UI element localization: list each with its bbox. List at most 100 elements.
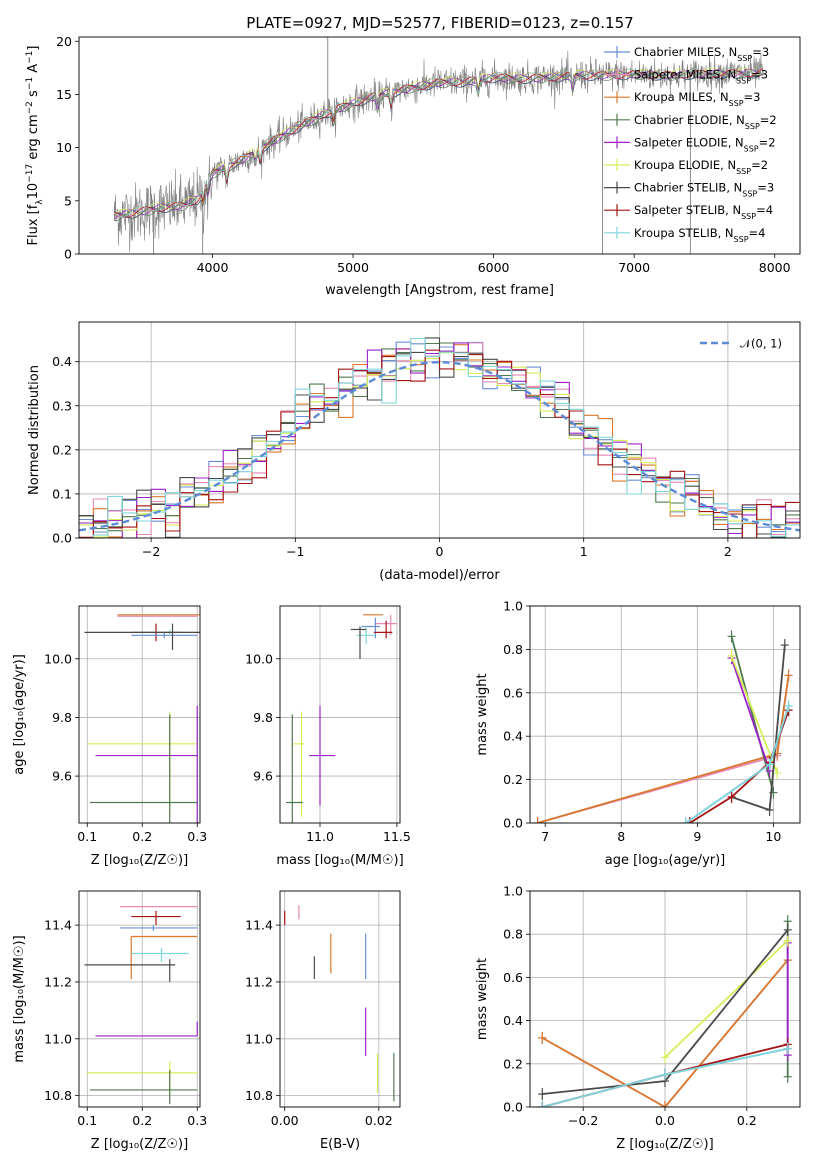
weight-line xyxy=(664,940,789,1058)
y-tick-label: 0.2 xyxy=(52,442,72,457)
legend: Chabrier MILES, NSSP=3 Salpeter MILES, NS… xyxy=(604,45,777,243)
y-axis-label: mass [log₁₀(M/M☉)] xyxy=(12,935,27,1062)
legend-entry: Salpeter MILES, NSSP=3 xyxy=(634,68,768,86)
axes-frame xyxy=(529,890,801,1108)
y-tick-label: 0.8 xyxy=(503,927,523,942)
axes-frame xyxy=(78,605,201,824)
errorbar-point xyxy=(84,959,176,982)
y-tick-label: 0.0 xyxy=(52,531,72,546)
y-tick-label: 0 xyxy=(64,247,72,262)
axes-age-vs-mass: 11.0 11.5 9.6 9.8 10.0 mass [log₁₀(M/M☉)] xyxy=(245,605,411,868)
x-tick-label: 5000 xyxy=(337,260,369,275)
errorbar-point xyxy=(309,705,336,806)
weight-line xyxy=(730,636,775,793)
x-tick-label: 0.2 xyxy=(132,829,152,844)
x-tick-label: 0.3 xyxy=(187,1113,207,1128)
legend-entry: 𝒩(0, 1) xyxy=(740,337,782,351)
errorbar-point xyxy=(131,910,181,926)
y-tick-label: 10.0 xyxy=(245,651,273,666)
normal-curve xyxy=(79,360,800,532)
errorbar-point xyxy=(373,620,393,639)
x-tick-label: 0.0 xyxy=(655,1113,675,1128)
histogram-step xyxy=(79,337,800,538)
errorbar-data xyxy=(84,906,198,1105)
y-tick-label: 1.0 xyxy=(503,884,523,899)
legend-entry: Kroupa STELIB, NSSP=4 xyxy=(634,226,765,244)
y-tick-label: 0.6 xyxy=(503,970,523,985)
model-fit-line xyxy=(113,68,764,220)
weight-line xyxy=(730,657,771,772)
y-tick-label: 9.8 xyxy=(253,710,273,725)
y-tick-label: 9.6 xyxy=(52,769,72,784)
x-tick-label: 4000 xyxy=(197,260,229,275)
y-axis-label: age [log₁₀(age/yr)] xyxy=(12,654,27,775)
x-axis-label: wavelength [Angstrom, rest frame] xyxy=(325,283,554,298)
x-tick-label: 10 xyxy=(765,829,781,844)
y-tick-label: 10.0 xyxy=(44,651,72,666)
errorbar-point xyxy=(293,711,305,818)
axes-frame xyxy=(279,890,401,1108)
x-tick-label: 2 xyxy=(724,544,732,559)
y-axis-label: mass weight xyxy=(475,673,490,755)
histogram-step xyxy=(79,352,800,538)
axes-frame xyxy=(78,321,801,539)
legend-entry: Salpeter STELIB, NSSP=4 xyxy=(634,203,773,221)
y-tick-label: 15 xyxy=(56,87,72,102)
histogram-step xyxy=(79,349,800,538)
x-tick-label: −1 xyxy=(286,544,304,559)
x-tick-label: 6000 xyxy=(478,260,510,275)
x-tick-label: 0.02 xyxy=(365,1113,393,1128)
axes-frame xyxy=(78,890,201,1108)
errorbar-data xyxy=(286,614,397,823)
y-tick-label: 0.8 xyxy=(503,642,523,657)
x-tick-label: 1 xyxy=(580,544,588,559)
y-tick-label: 10.8 xyxy=(245,1088,273,1103)
x-tick-label: 0.2 xyxy=(132,1113,152,1128)
x-tick-label: 7 xyxy=(541,829,549,844)
x-tick-label: 0.2 xyxy=(737,1113,757,1128)
errorbar-point xyxy=(131,632,198,639)
errorbar-point xyxy=(131,947,189,963)
x-tick-label: 11.5 xyxy=(383,829,411,844)
x-tick-label: −2 xyxy=(142,544,160,559)
y-tick-label: 10 xyxy=(56,140,72,155)
x-tick-label: 0.3 xyxy=(187,829,207,844)
y-tick-label: 0.2 xyxy=(503,772,523,787)
errorbar-point xyxy=(90,714,198,823)
axes-age-vs-Z: 0.1 0.2 0.3 9.6 9.8 10.0 Z [log₁₀(Z/Z☉)] age [l… xyxy=(12,605,207,868)
legend-entry: Chabrier STELIB, NSSP=3 xyxy=(634,181,774,199)
spectrum-data xyxy=(113,37,764,254)
histogram-data xyxy=(79,337,800,538)
x-tick-label: 0.1 xyxy=(77,1113,97,1128)
errorbar-point xyxy=(90,1070,198,1105)
axes-mass-vs-Z: 0.1 0.2 0.3 10.8 11.0 11.2 11.4 Z [log₁₀(Z/Z☉)]… xyxy=(12,890,207,1152)
weight-line xyxy=(537,675,790,823)
x-axis-label: Z [log₁₀(Z/Z☉)] xyxy=(91,853,188,868)
x-tick-label: 7000 xyxy=(618,260,650,275)
y-tick-label: 11.4 xyxy=(44,918,72,933)
axes-mass-vs-ebv: 0.00 0.02 10.8 11.0 11.2 11.4 E(B-V) xyxy=(245,890,401,1152)
y-tick-label: 0.4 xyxy=(503,729,523,744)
x-tick-label: 11.0 xyxy=(306,829,334,844)
x-tick-label: 8 xyxy=(617,829,625,844)
y-tick-label: 0.0 xyxy=(503,816,523,831)
errorbar-point xyxy=(95,1021,198,1037)
x-axis-label: age [log₁₀(age/yr)] xyxy=(605,853,726,868)
figure-title: PLATE=0927, MJD=52577, FIBERID=0123, z=0… xyxy=(246,14,633,32)
y-tick-label: 0.1 xyxy=(52,486,72,501)
y-tick-label: 11.2 xyxy=(245,974,273,989)
x-axis-label: mass [log₁₀(M/M☉)] xyxy=(276,853,403,868)
errorbar-point xyxy=(95,705,198,823)
y-axis-label: mass weight xyxy=(475,958,490,1040)
weight-data xyxy=(533,630,793,823)
x-tick-label: 9 xyxy=(693,829,701,844)
y-tick-label: 5 xyxy=(64,193,72,208)
axes-frame xyxy=(529,605,801,824)
errorbar-point xyxy=(350,626,367,659)
y-axis-label: Normed distribution xyxy=(27,365,42,495)
x-axis-label: Z [log₁₀(Z/Z☉)] xyxy=(616,1137,713,1152)
y-tick-label: 0.6 xyxy=(503,685,523,700)
y-tick-label: 0.0 xyxy=(503,1100,523,1115)
weight-line xyxy=(541,959,789,1107)
axes-spectrum: 4000 5000 6000 7000 8000 0 5 10 15 20 wavelength [… xyxy=(25,34,801,298)
